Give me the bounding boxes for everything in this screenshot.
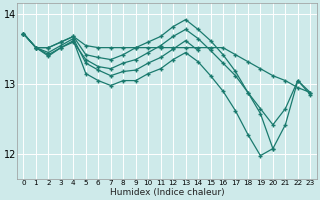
X-axis label: Humidex (Indice chaleur): Humidex (Indice chaleur) (109, 188, 224, 197)
